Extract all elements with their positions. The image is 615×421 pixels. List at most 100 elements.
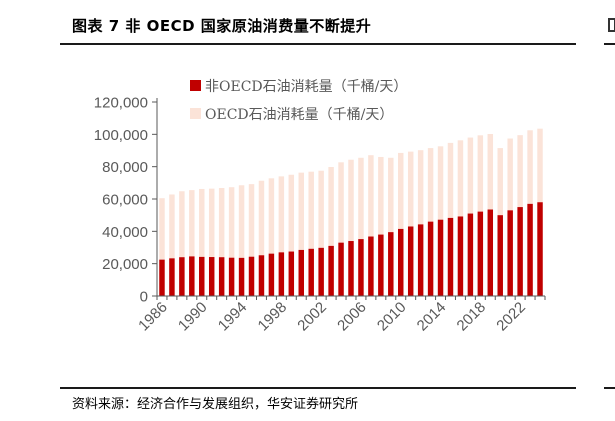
x-tick-label: 2006 bbox=[334, 299, 370, 335]
bar-oecd-2016 bbox=[457, 140, 464, 217]
x-tick-label: 1990 bbox=[175, 299, 211, 335]
bar-oecd-2010 bbox=[398, 152, 404, 229]
bar-non-oecd-2010 bbox=[398, 228, 404, 296]
bar-non-oecd-2006 bbox=[358, 239, 364, 296]
bar-non-oecd-2015 bbox=[447, 217, 454, 296]
bar-non-oecd-1987 bbox=[169, 258, 175, 296]
bar-non-oecd-2003 bbox=[328, 245, 334, 296]
bar-oecd-2017 bbox=[467, 137, 474, 214]
bar-oecd-1999 bbox=[288, 174, 295, 252]
bar-non-oecd-2004 bbox=[338, 242, 344, 296]
bar-oecd-1997 bbox=[268, 178, 275, 254]
adjacent-bottom-rule bbox=[604, 387, 615, 389]
y-tick-label: 60,000 bbox=[102, 192, 148, 209]
bar-oecd-2023 bbox=[527, 130, 533, 204]
bar-non-oecd-1990 bbox=[199, 256, 205, 296]
bar-non-oecd-1993 bbox=[228, 257, 235, 296]
bar-non-oecd-2016 bbox=[457, 216, 464, 296]
bar-non-oecd-1996 bbox=[258, 255, 265, 296]
bar-non-oecd-1999 bbox=[288, 251, 295, 296]
bar-non-oecd-2023 bbox=[527, 203, 533, 296]
bar-oecd-1995 bbox=[248, 184, 255, 257]
bar-oecd-1988 bbox=[179, 191, 185, 258]
adjacent-figure-edge bbox=[604, 0, 615, 421]
bar-non-oecd-1995 bbox=[248, 256, 255, 296]
bar-non-oecd-2020 bbox=[497, 215, 503, 296]
bar-non-oecd-2018 bbox=[477, 211, 484, 296]
legend-swatch-non-oecd bbox=[190, 80, 201, 91]
bar-oecd-2002 bbox=[318, 170, 324, 248]
bar-oecd-2014 bbox=[437, 146, 444, 220]
bar-oecd-2018 bbox=[477, 135, 484, 212]
bar-oecd-2001 bbox=[308, 171, 314, 249]
adjacent-title-glyph bbox=[608, 18, 615, 32]
x-tick-label: 2010 bbox=[374, 299, 410, 335]
y-tick-label: 80,000 bbox=[102, 159, 148, 176]
y-tick-label: 120,000 bbox=[94, 95, 148, 112]
bar-oecd-2005 bbox=[348, 159, 354, 242]
adjacent-top-rule bbox=[604, 43, 615, 45]
x-tick-label: 1998 bbox=[255, 299, 291, 335]
bar-non-oecd-1997 bbox=[268, 253, 275, 296]
bar-oecd-1998 bbox=[278, 176, 285, 253]
bar-non-oecd-2001 bbox=[308, 248, 314, 296]
bar-oecd-1992 bbox=[218, 188, 225, 258]
bar-oecd-2009 bbox=[388, 157, 394, 233]
bar-non-oecd-1998 bbox=[278, 252, 285, 296]
bar-non-oecd-2011 bbox=[407, 226, 414, 296]
y-tick-label: 20,000 bbox=[102, 256, 148, 273]
bar-oecd-1994 bbox=[238, 185, 245, 258]
bar-non-oecd-2021 bbox=[507, 210, 513, 296]
bar-non-oecd-2000 bbox=[298, 249, 304, 296]
legend: 非OECD石油消耗量（千桶/天） OECD石油消耗量（千桶/天） bbox=[190, 79, 407, 123]
bar-non-oecd-2005 bbox=[348, 241, 354, 296]
y-tick-label: 100,000 bbox=[94, 127, 148, 144]
bar-non-oecd-1994 bbox=[238, 257, 245, 296]
bar-oecd-2003 bbox=[328, 166, 334, 246]
bar-non-oecd-2017 bbox=[467, 213, 474, 296]
bar-oecd-2008 bbox=[378, 156, 384, 235]
bar-oecd-1991 bbox=[208, 188, 215, 258]
y-tick-label: 0 bbox=[140, 289, 148, 306]
figure-title: 图表 7 非 OECD 国家原油消费量不断提升 bbox=[72, 17, 372, 35]
x-tick-label: 2022 bbox=[493, 299, 529, 335]
bar-oecd-2019 bbox=[487, 134, 494, 210]
source-note: 资料来源：经济合作与发展组织，华安证券研究所 bbox=[72, 397, 359, 412]
bars-group bbox=[159, 128, 543, 297]
stacked-bar-chart: 0 20,000 40,000 60,000 80,000 100,000 120,000 1… bbox=[94, 79, 546, 335]
y-tick-label: 40,000 bbox=[102, 224, 148, 241]
bar-oecd-2015 bbox=[447, 142, 454, 218]
bar-non-oecd-2024 bbox=[537, 202, 543, 296]
top-rule bbox=[60, 43, 576, 45]
x-tick-label: 2002 bbox=[294, 299, 330, 335]
bar-non-oecd-1986 bbox=[159, 259, 165, 297]
bar-oecd-1989 bbox=[189, 190, 195, 257]
bar-oecd-2007 bbox=[368, 155, 374, 237]
bar-non-oecd-2022 bbox=[517, 207, 523, 296]
bar-non-oecd-1989 bbox=[189, 256, 195, 296]
bar-non-oecd-2002 bbox=[318, 247, 324, 296]
bar-non-oecd-2013 bbox=[427, 221, 434, 296]
x-tick-label: 1994 bbox=[215, 299, 251, 335]
legend-label-oecd: OECD石油消耗量（千桶/天） bbox=[205, 107, 393, 123]
bar-non-oecd-1991 bbox=[208, 257, 215, 296]
bar-non-oecd-2008 bbox=[378, 234, 384, 296]
bar-oecd-2013 bbox=[427, 148, 434, 222]
bar-oecd-2011 bbox=[407, 151, 414, 227]
bar-non-oecd-1988 bbox=[179, 257, 185, 296]
legend-label-non-oecd: 非OECD石油消耗量（千桶/天） bbox=[205, 79, 407, 95]
bar-oecd-1993 bbox=[228, 187, 235, 258]
bar-non-oecd-2019 bbox=[487, 209, 494, 296]
bar-oecd-2024 bbox=[537, 128, 543, 203]
bar-oecd-2020 bbox=[497, 148, 503, 216]
bar-oecd-2006 bbox=[358, 157, 364, 240]
bar-non-oecd-2012 bbox=[417, 224, 424, 296]
bar-oecd-1990 bbox=[199, 188, 205, 257]
bar-oecd-2000 bbox=[298, 172, 304, 250]
bar-oecd-1996 bbox=[258, 180, 265, 256]
bar-non-oecd-2009 bbox=[388, 232, 394, 296]
x-tick-label: 2018 bbox=[454, 299, 490, 335]
bottom-rule bbox=[60, 387, 576, 389]
bar-oecd-2021 bbox=[507, 138, 513, 211]
bar-oecd-1987 bbox=[169, 194, 175, 259]
